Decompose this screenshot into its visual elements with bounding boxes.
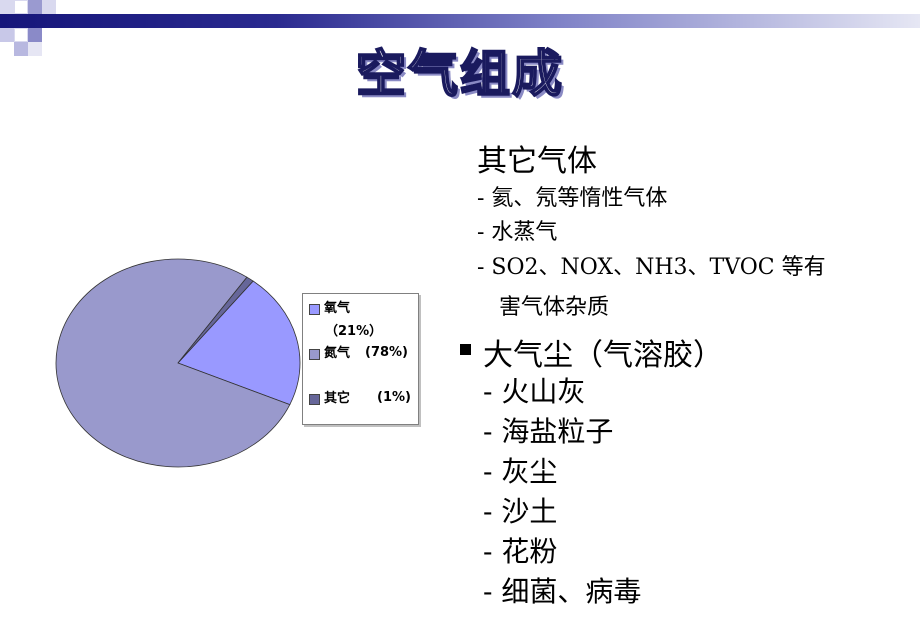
legend-pct: (1%) [377,390,411,405]
list-item: - 水蒸气 [477,220,558,245]
list-item: 害气体杂质 [499,295,610,320]
list-item: - SO2、NOX、NH3、TVOC 等有 [477,255,826,280]
legend-pct: （21%） [325,324,383,339]
legend-item-nitrogen: 氮气 [309,345,350,362]
legend-label: 氧气 [324,301,351,316]
pie-slice-nitrogen [55,258,291,468]
page-title: 空气组成 [355,44,564,104]
list-item: - 灰尘 [483,455,558,488]
pie-slice-oxygen [177,280,301,406]
list-item: - 花粉 [483,535,558,568]
section-heading: 大气尘（气溶胶） [483,338,723,373]
list-item: - 海盐粒子 [483,415,614,448]
section-heading: 其它气体 [477,144,597,179]
legend-item-other: 其它 [309,390,350,407]
legend-label: 氮气 [324,346,351,361]
list-item: - 沙土 [483,495,558,528]
list-item: - 氦、氖等惰性气体 [477,186,668,211]
legend-label: 其它 [324,391,351,406]
deco-square [14,28,28,42]
list-item: - 细菌、病毒 [483,575,642,608]
deco-square [14,0,28,14]
pie-slice-other [177,276,254,364]
legend-item-oxygen: 氧气 [309,300,350,317]
legend-swatch [309,394,320,405]
deco-square [28,28,42,42]
deco-square [28,0,42,14]
deco-square [0,28,14,42]
deco-square [28,42,42,56]
list-item: - 火山灰 [483,375,586,408]
bullet-square-icon [460,344,471,355]
legend-pct: (78%) [365,345,408,360]
legend-swatch [309,349,320,360]
pie-chart [55,258,301,468]
chart-legend: 氧气 （21%） 氮气 (78%) 其它 (1%) [302,293,419,425]
deco-square [42,0,56,14]
header-gradient-bar [0,14,920,28]
legend-swatch [309,304,320,315]
deco-square [14,42,28,56]
deco-square [0,0,14,14]
